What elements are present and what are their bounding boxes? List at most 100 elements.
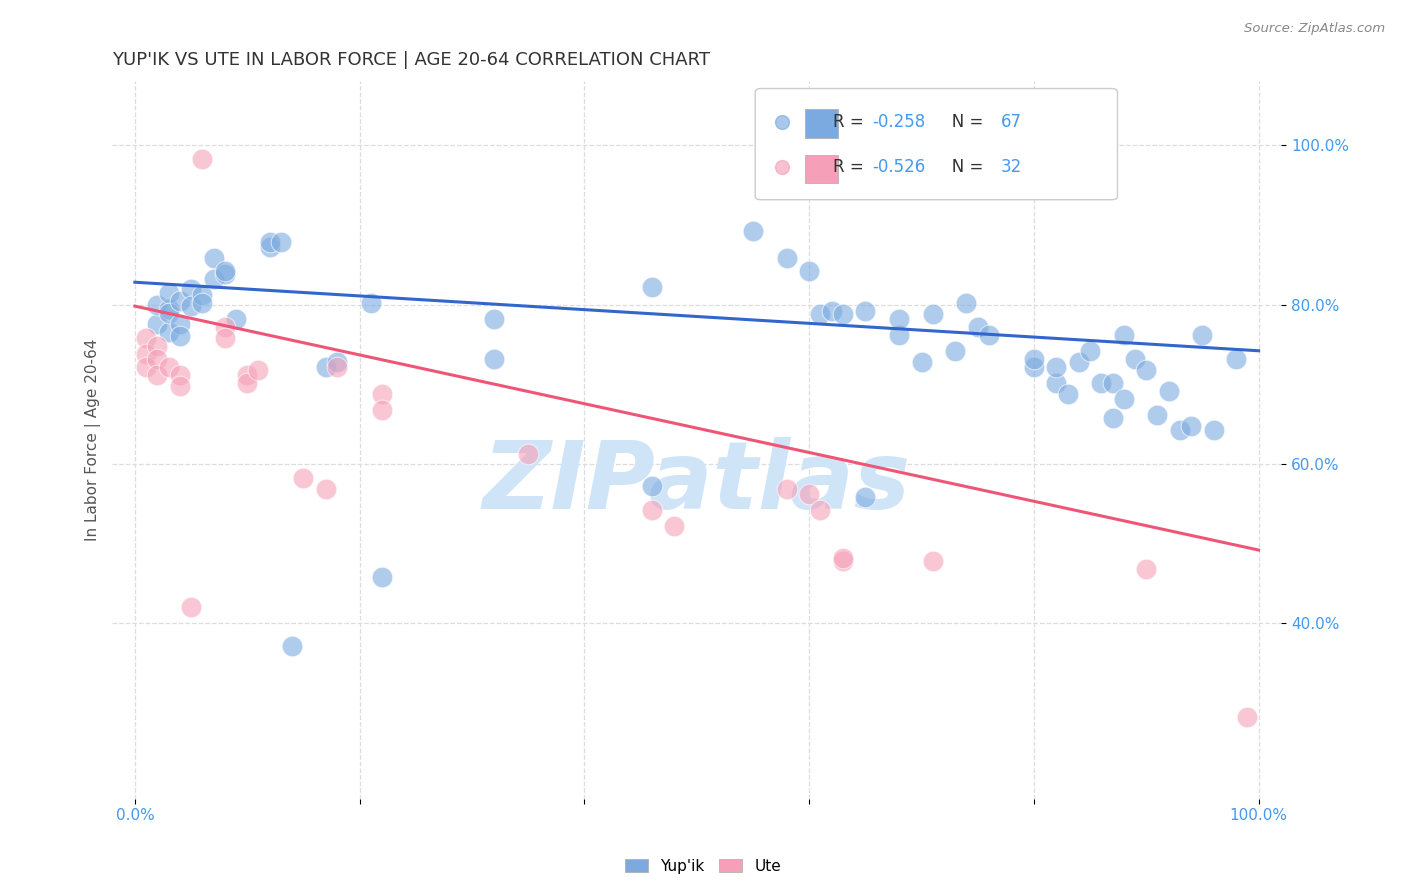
Point: [1112, 327, 1135, 342]
Text: R =: R =: [834, 159, 869, 177]
Point: [977, 327, 1000, 342]
Point: [641, 280, 664, 294]
Point: [775, 252, 797, 266]
Point: [943, 343, 966, 358]
Point: [259, 235, 281, 250]
Point: [191, 288, 214, 302]
Point: [135, 359, 157, 374]
Point: [326, 355, 349, 369]
Point: [360, 296, 382, 310]
Point: [169, 318, 191, 332]
Point: [1180, 418, 1202, 433]
Point: [955, 296, 977, 310]
Point: [146, 297, 169, 311]
Point: [831, 551, 853, 566]
Point: [157, 326, 180, 340]
Point: [259, 240, 281, 254]
FancyBboxPatch shape: [755, 88, 1118, 200]
Point: [1022, 359, 1045, 374]
Point: [1123, 351, 1146, 366]
Point: [247, 363, 270, 377]
Point: [797, 487, 820, 501]
Point: [270, 235, 292, 250]
Text: 67: 67: [1001, 113, 1022, 131]
Point: [1135, 562, 1157, 576]
Point: [641, 503, 664, 517]
Point: [517, 447, 540, 461]
Point: [157, 285, 180, 300]
Y-axis label: In Labor Force | Age 20-64: In Labor Force | Age 20-64: [86, 339, 101, 541]
Point: [180, 282, 202, 296]
Point: [169, 379, 191, 393]
Text: N =: N =: [936, 159, 988, 177]
Text: YUP'IK VS UTE IN LABOR FORCE | AGE 20-64 CORRELATION CHART: YUP'IK VS UTE IN LABOR FORCE | AGE 20-64…: [112, 51, 710, 69]
Point: [887, 311, 910, 326]
Point: [236, 376, 259, 390]
Point: [664, 519, 686, 533]
Text: 32: 32: [1001, 159, 1022, 177]
Point: [808, 307, 831, 321]
Text: -0.258: -0.258: [872, 113, 925, 131]
Point: [214, 267, 236, 281]
Text: Source: ZipAtlas.com: Source: ZipAtlas.com: [1244, 22, 1385, 36]
Point: [236, 368, 259, 382]
Point: [1067, 355, 1090, 369]
Point: [180, 600, 202, 615]
Point: [1135, 363, 1157, 377]
Text: -0.526: -0.526: [872, 159, 925, 177]
Point: [484, 351, 506, 366]
FancyBboxPatch shape: [806, 154, 838, 183]
Point: [1101, 410, 1123, 425]
Point: [1168, 424, 1191, 438]
Point: [1045, 359, 1067, 374]
Point: [1157, 384, 1180, 398]
Point: [371, 387, 394, 401]
Point: [742, 224, 765, 238]
Point: [1090, 376, 1112, 390]
Point: [1078, 343, 1101, 358]
Point: [808, 503, 831, 517]
Point: [1225, 351, 1247, 366]
Point: [146, 318, 169, 332]
Point: [169, 293, 191, 308]
Point: [157, 301, 180, 316]
Point: [371, 570, 394, 584]
Point: [169, 329, 191, 343]
Text: R =: R =: [834, 113, 869, 131]
Point: [831, 307, 853, 321]
Point: [853, 304, 876, 318]
Point: [214, 319, 236, 334]
Point: [853, 491, 876, 505]
Legend: Yup'ik, Ute: Yup'ik, Ute: [619, 853, 787, 880]
Text: ZIPatlas: ZIPatlas: [482, 437, 911, 529]
Point: [910, 355, 932, 369]
Point: [966, 319, 988, 334]
Point: [1202, 424, 1225, 438]
Point: [146, 339, 169, 353]
Point: [180, 299, 202, 313]
Point: [214, 264, 236, 278]
Point: [641, 479, 664, 493]
Point: [146, 351, 169, 366]
Point: [1056, 387, 1078, 401]
Text: N =: N =: [936, 113, 988, 131]
Point: [292, 471, 315, 485]
Point: [315, 359, 337, 374]
Point: [202, 272, 225, 286]
Point: [921, 307, 943, 321]
Point: [315, 483, 337, 497]
Point: [831, 554, 853, 568]
Point: [820, 304, 842, 318]
Point: [921, 554, 943, 568]
Point: [484, 311, 506, 326]
Point: [191, 296, 214, 310]
Point: [1022, 351, 1045, 366]
Point: [1191, 327, 1213, 342]
Point: [225, 311, 247, 326]
Point: [202, 252, 225, 266]
Point: [887, 327, 910, 342]
Point: [135, 347, 157, 361]
Point: [1146, 408, 1168, 422]
Point: [326, 359, 349, 374]
Point: [1045, 376, 1067, 390]
